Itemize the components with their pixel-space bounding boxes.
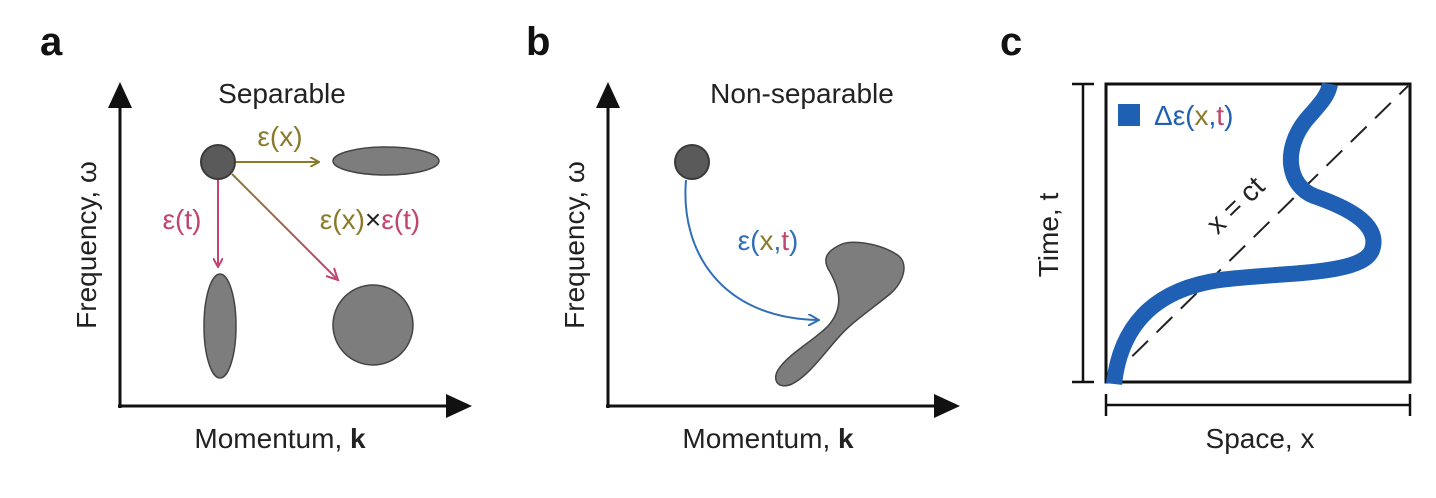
y-axis-arrowhead	[108, 82, 132, 108]
curved-arrow-label: ε(x,t)	[738, 225, 799, 256]
panel-b-letter: b	[526, 20, 550, 64]
curved-arrow	[684, 179, 818, 320]
plot-frame	[1104, 82, 1412, 384]
light-cone-label: x = ct	[1200, 170, 1270, 239]
panel-c: c Time, t Space, x x = ct Δε(x,t)	[1000, 20, 1412, 454]
arrow-time-label: ε(t)	[163, 204, 202, 235]
non-separable-blob	[774, 241, 905, 387]
panel-a-letter: a	[40, 20, 63, 64]
panel-a-title: Separable	[218, 78, 346, 109]
x-axis-label: Momentum, k	[682, 423, 854, 454]
source-point	[674, 144, 710, 180]
y-axis-arrowhead	[596, 82, 620, 108]
circle-shape	[332, 284, 414, 366]
vertical-ellipse	[203, 273, 237, 379]
time-axis-label: Time, t	[1033, 193, 1064, 278]
arrow-space-time-label: ε(x)×ε(t)	[320, 204, 420, 235]
x-axis-arrowhead	[934, 394, 960, 418]
x-axis-arrowhead	[446, 394, 472, 418]
panel-b-title: Non-separable	[710, 78, 894, 109]
y-axis-label: Frequency, ω	[559, 161, 590, 329]
space-axis-label: Space, x	[1206, 423, 1315, 454]
source-point	[200, 144, 236, 180]
arrow-space-label: ε(x)	[257, 121, 302, 152]
y-axis-label: Frequency, ω	[71, 161, 102, 329]
legend-swatch	[1118, 104, 1140, 126]
perturbation-curve	[1106, 82, 1382, 385]
arrow-space-time	[231, 173, 337, 279]
horizontal-ellipse	[332, 146, 440, 176]
light-cone-line	[1107, 85, 1409, 381]
panel-b: b Non-separable Frequency, ω Momentum, k…	[526, 20, 960, 454]
legend-label: Δε(x,t)	[1154, 100, 1233, 131]
x-axis-label: Momentum, k	[194, 423, 366, 454]
panel-a: a Separable Frequency, ω Momentum, k ε(x…	[40, 20, 472, 454]
panel-c-letter: c	[1000, 20, 1022, 64]
arrow-space-time-head	[325, 267, 340, 282]
